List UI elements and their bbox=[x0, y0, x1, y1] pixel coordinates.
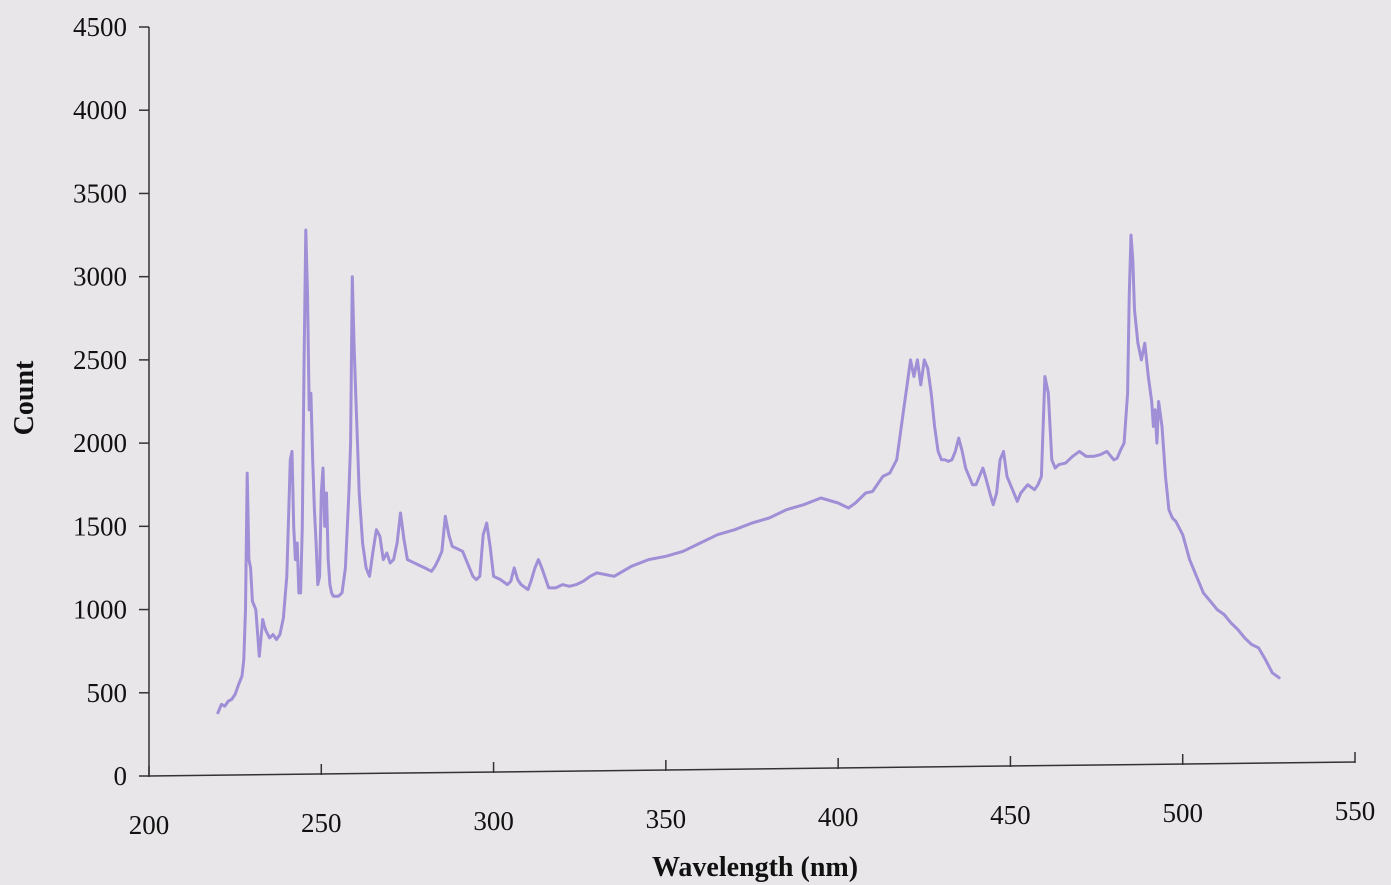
x-axis-label: Wavelength (nm) bbox=[652, 852, 858, 883]
x-tick-label: 500 bbox=[1162, 798, 1203, 828]
y-tick-label: 3000 bbox=[73, 262, 127, 292]
y-tick-label: 4000 bbox=[73, 95, 127, 125]
y-tick-label: 2000 bbox=[73, 428, 127, 458]
y-tick-label: 500 bbox=[87, 678, 128, 708]
series-group bbox=[216, 228, 1281, 715]
y-tick-label: 1500 bbox=[73, 511, 127, 541]
y-tick-label: 3500 bbox=[73, 178, 127, 208]
y-tick-label: 0 bbox=[114, 761, 128, 791]
x-tick-label: 300 bbox=[473, 806, 514, 836]
x-axis-line bbox=[148, 761, 1356, 777]
y-axis-label: Count bbox=[9, 360, 40, 435]
y-tick-label: 1000 bbox=[73, 595, 127, 625]
x-tick-label: 400 bbox=[818, 802, 859, 832]
x-tick-label: 250 bbox=[301, 808, 342, 838]
y-tick-label: 4500 bbox=[73, 12, 127, 42]
y-axis: 0 500 1000 1500 2000 2500 3000 3500 4000 4500 bbox=[73, 12, 150, 791]
x-tick-label: 200 bbox=[129, 810, 170, 840]
series-line-0 bbox=[216, 228, 1281, 715]
x-tick-label: 350 bbox=[646, 804, 687, 834]
x-tick-label: 550 bbox=[1335, 796, 1376, 826]
x-axis: 200 250 300 350 400 450 500 550 bbox=[129, 752, 1376, 840]
x-tick-label: 450 bbox=[990, 800, 1031, 830]
y-tick-label: 2500 bbox=[73, 345, 127, 375]
